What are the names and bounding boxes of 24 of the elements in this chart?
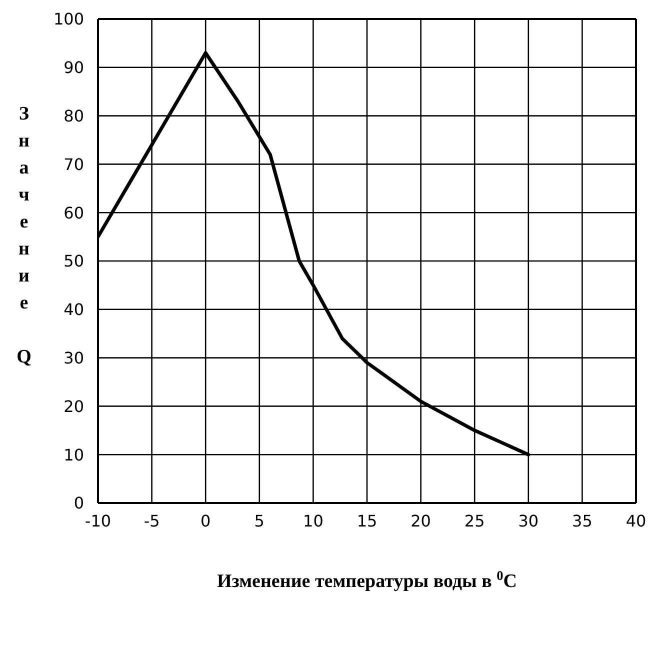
y-tick-label: 100 — [53, 10, 84, 29]
y-tick-label: 40 — [64, 300, 84, 320]
y-tick-label: 20 — [64, 396, 84, 416]
x-tick-label: 25 — [464, 511, 485, 530]
y-tick-label: 30 — [64, 348, 84, 368]
x-tick-label: 0 — [200, 511, 211, 530]
x-tick-label: -10 — [84, 511, 112, 530]
x-tick-label: 35 — [572, 511, 592, 530]
text: Значение Q — [16, 104, 32, 368]
x-tick-label: 15 — [356, 511, 378, 530]
y-tick-label: 80 — [64, 106, 84, 126]
y-tick-label: 70 — [64, 154, 84, 174]
y-tick-label: 10 — [64, 445, 84, 464]
y-tick-label: 50 — [64, 252, 84, 271]
x-tick-label: 20 — [410, 511, 431, 530]
y-tick-label: 60 — [64, 203, 84, 222]
y-tick-label: 90 — [64, 58, 84, 78]
x-axis-title: Изменение температуры воды в $^{0}$C — [216, 568, 518, 592]
x-tick-label: 5 — [254, 511, 264, 530]
x-tick-label: -5 — [144, 511, 160, 530]
x-tick-label: 40 — [626, 511, 646, 530]
y-tick-label: 0 — [74, 494, 84, 513]
x-tick-label: 30 — [518, 511, 539, 530]
x-tick-label: 10 — [303, 511, 324, 530]
